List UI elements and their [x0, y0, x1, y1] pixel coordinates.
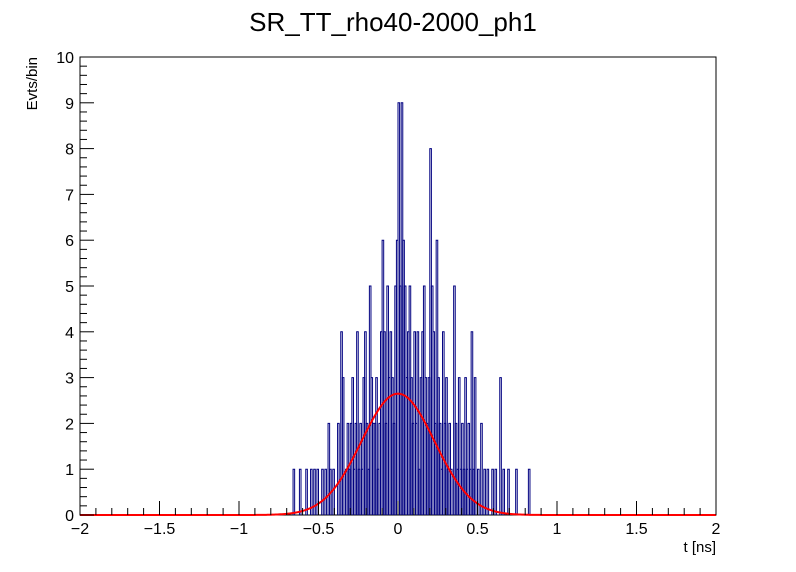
y-tick-label: 4 [65, 325, 74, 342]
y-tick-label: 6 [65, 233, 74, 250]
histogram-bin [351, 377, 354, 515]
histogram-bin [499, 377, 502, 515]
y-tick-label: 2 [65, 416, 74, 433]
y-tick-label: 5 [65, 279, 74, 296]
gaussian-fit-curve [80, 392, 716, 516]
histogram-bin [527, 468, 531, 515]
histogram-bin [494, 468, 498, 515]
histogram-bin [502, 468, 506, 515]
x-tick-label: −2 [71, 521, 89, 538]
y-axis-label: Evts/bin [24, 57, 41, 110]
histogram-bin [416, 331, 420, 515]
x-tick-label: 2 [712, 521, 721, 538]
y-tick-label: 1 [65, 462, 74, 479]
histogram-bin [464, 377, 467, 515]
histogram-bin [321, 468, 324, 515]
y-tick-label: 3 [65, 371, 74, 388]
x-tick-label: 1.5 [625, 521, 647, 538]
histogram-bin [305, 468, 308, 515]
y-axis-ticks: 0 1 2 3 4 5 6 7 8 9 10 [56, 50, 94, 525]
histogram-bin [515, 468, 518, 515]
y-tick-label: 10 [56, 50, 74, 67]
histogram-bin [507, 468, 510, 515]
histogram-bin [457, 377, 461, 515]
x-tick-label: −0.5 [303, 521, 335, 538]
histogram-bin [453, 285, 456, 515]
x-axis-ticks: −2 −1.5 −1 −0.5 0 0.5 1 1.5 2 [71, 501, 721, 538]
histogram-bin [491, 468, 494, 515]
x-tick-label: −1 [230, 521, 248, 538]
histogram-bin [473, 377, 477, 515]
histogram-bin [356, 331, 359, 515]
y-tick-label: 7 [65, 187, 74, 204]
histogram-bin [292, 468, 296, 515]
x-tick-label: 1 [553, 521, 562, 538]
histogram-bin [313, 468, 316, 515]
x-tick-label: 0.5 [466, 521, 488, 538]
histogram-bin [445, 377, 448, 515]
y-tick-label: 9 [65, 96, 74, 113]
histogram-bin [483, 468, 486, 515]
histogram-bin [316, 468, 319, 515]
histogram-bin [486, 468, 490, 515]
histogram-bins [292, 102, 531, 515]
histogram-bin [332, 468, 335, 515]
x-tick-label: −1.5 [144, 521, 176, 538]
chart-title: SR_TT_rho40-2000_ph1 [249, 7, 537, 37]
histogram-bin [375, 377, 378, 515]
x-tick-label: 0 [394, 521, 403, 538]
histogram-bin [477, 468, 480, 515]
y-tick-label: 0 [65, 508, 74, 525]
x-axis-label: t [ns] [683, 539, 716, 556]
histogram-bin [449, 468, 453, 515]
histogram-bin [298, 468, 302, 515]
histogram-bin [480, 422, 483, 515]
histogram-bin [310, 468, 313, 515]
histogram-bin [324, 468, 327, 515]
histogram-bin [341, 377, 345, 515]
histogram-bin [470, 331, 474, 515]
histogram-bin [337, 422, 340, 515]
y-tick-label: 8 [65, 142, 74, 159]
